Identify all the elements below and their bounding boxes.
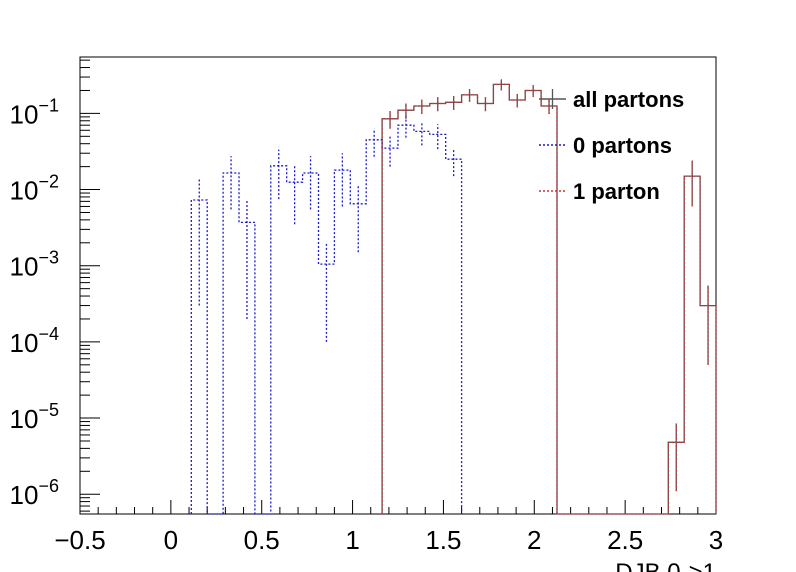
major-ticks (79, 112, 717, 514)
y-tick-exponent: −4 (38, 324, 59, 344)
x-tick-label: 2.5 (607, 525, 643, 555)
legend-entry: all partons (539, 87, 684, 112)
x-tick-label: 2 (527, 525, 541, 555)
y-tick-exponent: −2 (38, 172, 59, 192)
y-tick-label: 10−4 (10, 324, 59, 358)
x-tick-labels: −0.5 0 0.5 1 1.5 2 2.5 3 (54, 525, 723, 555)
legend-label: 1 parton (573, 179, 660, 204)
y-tick-label: 10−1 (10, 95, 59, 129)
y-tick-exponent: −1 (38, 95, 59, 115)
x-minor-ticks (97, 507, 699, 514)
y-tick-label: 10−2 (10, 172, 59, 206)
legend: all partons 0 partons 1 parton (539, 87, 684, 204)
legend-entry: 0 partons (539, 133, 672, 158)
series-layer (190, 79, 717, 515)
y-tick-base: 10 (10, 480, 39, 510)
y-tick-exponent: −6 (38, 476, 59, 496)
y-tick-base: 10 (10, 99, 39, 129)
x-tick-label: 0 (164, 525, 178, 555)
x-tick-label: 1.5 (425, 525, 461, 555)
y-tick-base: 10 (10, 328, 39, 358)
plot-frame (79, 56, 717, 515)
y-tick-labels: 10−610−510−410−310−210−1 (10, 95, 59, 510)
y-tick-label: 10−5 (10, 400, 59, 434)
y-tick-label: 10−3 (10, 248, 59, 282)
y-tick-base: 10 (10, 252, 39, 282)
y-tick-base: 10 (10, 176, 39, 206)
y-tick-exponent: −3 (38, 248, 59, 268)
series-1 (190, 116, 463, 515)
legend-label: all partons (573, 87, 684, 112)
x-tick-label: 1 (345, 525, 359, 555)
y-tick-label: 10−6 (10, 476, 59, 510)
series-line (381, 83, 717, 515)
series-line (190, 124, 463, 515)
legend-entry: 1 parton (539, 179, 660, 204)
y-tick-base: 10 (10, 404, 39, 434)
y-minor-ticks (80, 59, 90, 512)
x-tick-label: 3 (709, 525, 723, 555)
y-tick-exponent: −5 (38, 400, 59, 420)
x-tick-label: −0.5 (54, 525, 105, 555)
series-2 (381, 79, 717, 515)
x-tick-label: 0.5 (244, 525, 280, 555)
x-axis-title: DJB 0->1 (615, 559, 716, 572)
legend-label: 0 partons (573, 133, 672, 158)
